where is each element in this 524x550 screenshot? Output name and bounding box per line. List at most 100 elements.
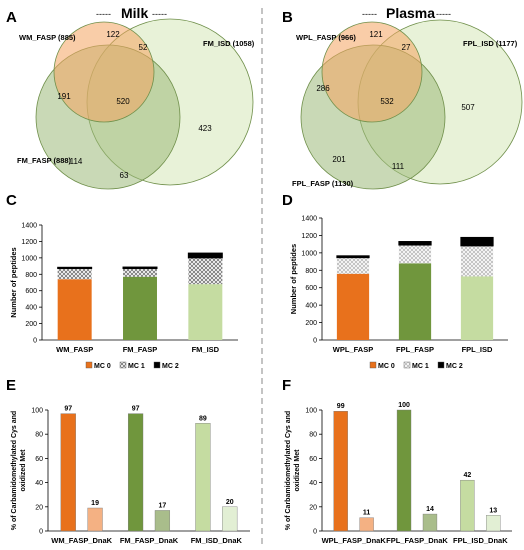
venn-b-region-2-3: 111 [392, 162, 405, 171]
venn-a-region-1-3: 191 [57, 92, 71, 101]
bar-e-x-tick-label: FM_FASP_DnaK [120, 536, 179, 545]
panel-label-f: F [282, 377, 291, 394]
bar-f-data-label-1-1: 99 [337, 403, 345, 410]
bar-c-x-tick-label: FM_ISD [192, 345, 220, 354]
venn-a-set-circle-1 [53, 21, 155, 123]
bar-f-bar-2-2 [422, 513, 438, 532]
bar-e-y-tick-label: 0 [39, 529, 43, 536]
bar-e-data-label-2-1: 19 [91, 500, 99, 507]
header-milk: Milk [121, 5, 148, 21]
bar-d-legend-label-1: MC 0 [378, 363, 395, 370]
bar-f-y-axis-label-line-2: oxidized Met [294, 449, 301, 492]
venn-b-set-circle-1 [321, 21, 423, 123]
bar-c-legend-swatch-2 [119, 361, 127, 369]
bar-d-legend-swatch-2 [403, 361, 411, 369]
venn-a-region-2-3: 63 [120, 171, 129, 180]
bar-f-x-tick-label: FPL_ISD_DnaK [453, 536, 508, 545]
bar-f-data-label-2-3: 13 [489, 507, 497, 514]
bar-c-legend-swatch-1 [85, 361, 93, 369]
bar-f-y-tick-label: 100 [305, 408, 317, 415]
bar-d-bar-2-2 [398, 245, 432, 264]
bar-e-bar-1-2 [127, 413, 144, 532]
bar-f-bar-1-2 [396, 409, 412, 532]
header-plasma: Plasma [386, 5, 435, 21]
bar-d-legend-swatch-3 [437, 361, 445, 369]
bar-d-y-tick-label: 0 [313, 338, 317, 345]
bar-f-y-tick-label: 20 [309, 504, 317, 511]
bar-e-y-axis-label-line-2: oxidized Met [20, 449, 27, 492]
bar-d-bar-2-1 [336, 257, 370, 274]
bar-e-data-label-1-2: 97 [132, 406, 140, 413]
bar-e-bar-2-1 [87, 507, 103, 532]
bar-d-y-tick-label: 1400 [301, 216, 317, 223]
bar-f-data-label-1-3: 42 [463, 472, 471, 479]
header-dash-left-1: ----- [96, 9, 111, 19]
bar-f-y-tick-label: 40 [309, 480, 317, 487]
venn-a-region-only-1: 122 [106, 30, 120, 39]
bar-c-legend-swatch-3 [153, 361, 161, 369]
bar-d-legend-label-2: MC 1 [412, 363, 429, 370]
venn-a-set-label-1: WM_FASP (885) [19, 33, 76, 42]
bar-c-x-tick-label: WM_FASP [56, 345, 93, 354]
venn-b-set-label-3: FPL_FASP (1130) [292, 179, 354, 188]
venn-b-region-1-2: 27 [402, 43, 411, 52]
bar-f-bar-2-3 [486, 515, 501, 532]
bar-d-x-tick-label: WPL_FASP [333, 345, 373, 354]
bar-c-y-tick-label: 1200 [21, 239, 37, 246]
bar-e-bar-2-2 [154, 510, 171, 532]
bar-e-y-axis-label-line-1: % of Carbamidomethylated Cys and [11, 411, 18, 530]
bar-f-x-tick-label: WPL_FASP_DnaK [322, 536, 387, 545]
header-dash-right-1: ----- [362, 9, 377, 19]
bar-f-bar-1-3 [460, 479, 475, 532]
bar-e-y-tick-label: 20 [35, 504, 43, 511]
bar-d-x-tick-label: FPL_ISD [462, 345, 493, 354]
bar-c-bar-3-2 [122, 266, 158, 270]
bar-c-legend-label-1: MC 0 [94, 363, 111, 370]
bar-e-bar-1-3 [195, 423, 211, 532]
panel-label-a: A [6, 9, 17, 26]
venn-a-set-label-2: FM_ISD (1058) [203, 39, 255, 48]
bar-c-y-axis-label: Number of peptides [9, 247, 18, 317]
bar-d-bar-2-3 [460, 245, 494, 277]
venn-b-region-only-2: 507 [461, 103, 475, 112]
venn-b-region-only-1: 121 [369, 30, 383, 39]
bar-e-x-tick-label: FM_ISD_DnaK [191, 536, 243, 545]
bar-c-x-tick-label: FM_FASP [123, 345, 158, 354]
venn-a-set-label-3: FM_FASP (888) [17, 156, 72, 165]
bar-c-y-tick-label: 400 [25, 305, 37, 312]
bar-e-y-tick-label: 100 [31, 408, 43, 415]
venn-b-region-1-3: 286 [316, 84, 330, 93]
bar-c-bar-2-2 [123, 268, 157, 277]
bar-f-data-label-2-2: 14 [426, 506, 434, 513]
bar-d-legend-swatch-1 [369, 361, 377, 369]
venn-b-set-label-2: FPL_ISD (1177) [463, 39, 518, 48]
bar-d-y-tick-label: 1200 [301, 233, 317, 240]
bar-d-y-tick-label: 600 [305, 285, 317, 292]
bar-e-y-tick-label: 40 [35, 480, 43, 487]
bar-f-data-label-2-1: 11 [363, 510, 371, 517]
bar-d-legend-label-3: MC 2 [446, 363, 463, 370]
bar-f-y-tick-label: 0 [313, 529, 317, 536]
bar-d-bar-1-1 [336, 273, 370, 340]
bar-c-bar-1-1 [57, 279, 92, 340]
bar-c-y-tick-label: 1000 [21, 255, 37, 262]
bar-e-y-tick-label: 60 [35, 456, 43, 463]
bar-c-bar-2-3 [188, 257, 223, 285]
bar-f-y-axis-label-line-1: % of Carbamidomethylated Cys and [285, 411, 292, 530]
bar-e-data-label-1-3: 89 [199, 415, 207, 422]
bar-c-bar-3-1 [57, 266, 93, 270]
panel-label-e: E [6, 377, 16, 394]
bar-c-legend-label-3: MC 2 [162, 363, 179, 370]
panel-label-b: B [282, 9, 293, 26]
bar-f-x-tick-label: FPL_FASP_DnaK [386, 536, 448, 545]
bar-d-x-tick-label: FPL_FASP [396, 345, 434, 354]
bar-d-bar-3-1 [336, 255, 370, 259]
bar-c-bar-2-1 [57, 268, 92, 280]
bar-c-legend-label-2: MC 1 [128, 363, 145, 370]
header-dash-left-2: ----- [152, 9, 167, 19]
bar-d-y-tick-label: 200 [305, 320, 317, 327]
bar-d-y-axis-label: Number of peptides [289, 244, 298, 314]
bar-e-data-label-1-1: 97 [64, 406, 72, 413]
bar-f-y-tick-label: 80 [309, 432, 317, 439]
bar-d-y-tick-label: 400 [305, 303, 317, 310]
